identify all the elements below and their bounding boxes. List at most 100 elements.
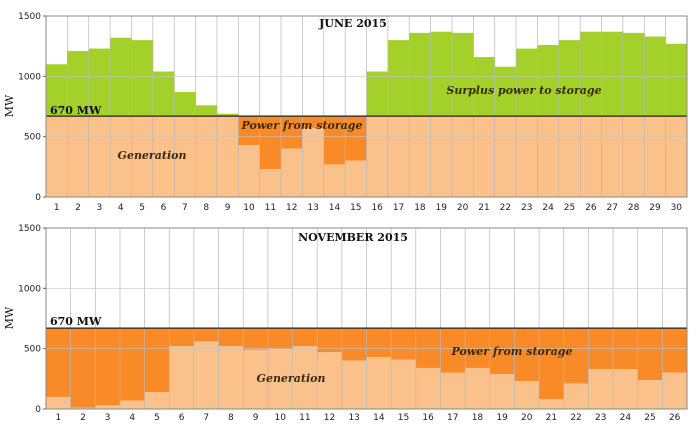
- november-storage-bar-26: [662, 328, 688, 373]
- june-x-tick-label: 23: [521, 203, 532, 213]
- june-surplus-bar-6: [152, 71, 175, 117]
- november-x-tick-label: 5: [154, 413, 160, 423]
- june-y-tick-label: 1500: [18, 12, 41, 22]
- june-generation-bar-29: [644, 116, 667, 197]
- june-generation-bar-25: [558, 116, 581, 197]
- june-x-tick-label: 3: [97, 203, 103, 213]
- november-storage-bar-16: [415, 328, 441, 368]
- november-x-tick-label: 8: [228, 413, 234, 423]
- june-generation-bar-16: [366, 116, 389, 197]
- june-generation-bar-15: [345, 160, 367, 197]
- june-baseline-label: 670 MW: [50, 104, 102, 117]
- june-surplus-bar-8: [195, 105, 218, 117]
- november-storage-bar-9: [243, 328, 269, 350]
- november-storage-bar-18: [465, 328, 491, 368]
- november-generation-bar-21: [539, 399, 565, 409]
- june-y-tick-label: 0: [35, 193, 41, 203]
- november-generation-bar-7: [193, 341, 220, 409]
- june-chart-panel: JUNE 2015 MW 670 MW Surplus power to sto…: [3, 12, 688, 213]
- june-surplus-bar-18: [409, 32, 432, 117]
- november-generation-bar-2: [70, 407, 96, 409]
- november-generation-bar-19: [489, 374, 515, 409]
- june-x-tick-label: 9: [225, 203, 231, 213]
- november-x-tick-label: 6: [179, 413, 185, 423]
- november-generation-bar-3: [95, 405, 121, 409]
- june-surplus-bar-23: [516, 48, 538, 117]
- november-storage-bar-15: [391, 328, 417, 360]
- june-generation-bar-19: [430, 116, 453, 197]
- november-y-axis-label: MW: [3, 306, 16, 329]
- november-x-tick-label: 19: [496, 413, 508, 423]
- june-surplus-bar-27: [601, 31, 624, 117]
- november-y-tick-label: 1000: [18, 284, 41, 294]
- june-generation-bar-17: [387, 116, 410, 197]
- november-x-tick-label: 3: [105, 413, 111, 423]
- june-generation-bar-3: [88, 116, 111, 197]
- november-generation-bar-12: [317, 352, 343, 409]
- june-x-tick-label: 4: [118, 203, 124, 213]
- june-x-tick-label: 5: [139, 203, 145, 213]
- june-y-ticks: 0 500 1000 1500: [18, 12, 46, 203]
- november-x-tick-label: 13: [348, 413, 359, 423]
- november-generation-bar-5: [144, 392, 170, 409]
- november-generation-bar-13: [341, 360, 367, 409]
- november-x-tick-label: 25: [644, 413, 655, 423]
- june-plot-frame: [45, 15, 688, 198]
- november-x-tick-label: 7: [203, 413, 209, 423]
- june-storage-annotation: Power from storage: [241, 119, 363, 132]
- june-surplus-bar-21: [473, 57, 496, 117]
- november-generation-bar-1: [46, 396, 72, 409]
- november-storage-annotation: Power from storage: [451, 345, 573, 358]
- june-storage-bar-14: [323, 116, 346, 165]
- june-x-tick-label: 7: [182, 203, 188, 213]
- november-storage-bar-8: [218, 328, 244, 347]
- june-x-tick-label: 17: [393, 203, 404, 213]
- november-storage-bar-20: [514, 328, 540, 382]
- june-x-tick-label: 24: [542, 203, 554, 213]
- june-generation-bar-5: [131, 116, 154, 197]
- november-storage-bar-14: [366, 328, 392, 358]
- june-x-tick-label: 11: [265, 203, 276, 213]
- june-x-tick-label: 20: [457, 203, 469, 213]
- november-plot-frame: [45, 227, 688, 410]
- june-surplus-bar-7: [174, 92, 197, 117]
- june-generation-bar-1: [46, 116, 68, 197]
- june-generation-bar-23: [516, 116, 538, 197]
- june-generation-bar-10: [238, 145, 261, 197]
- june-x-tick-label: 27: [606, 203, 617, 213]
- june-generation-bar-21: [473, 116, 496, 197]
- november-generation-bar-25: [637, 380, 663, 409]
- june-x-tick-label: 8: [203, 203, 209, 213]
- june-storage-bar-12: [281, 116, 303, 149]
- june-generation-bar-18: [409, 116, 432, 197]
- november-x-tick-label: 4: [129, 413, 135, 423]
- november-baseline-label: 670 MW: [50, 315, 102, 328]
- june-generation-bar-13: [302, 128, 325, 197]
- november-generation-bar-18: [465, 367, 491, 409]
- november-x-tick-label: 12: [324, 413, 335, 423]
- june-x-tick-label: 1: [54, 203, 60, 213]
- june-surplus-bar-17: [387, 40, 410, 117]
- june-generation-bar-8: [195, 116, 218, 197]
- june-x-tick-label: 2: [75, 203, 81, 213]
- june-y-tick-label: 500: [24, 133, 41, 143]
- november-generation-bar-4: [119, 400, 146, 409]
- november-generation-bar-6: [169, 346, 195, 409]
- november-generation-bar-22: [563, 383, 589, 409]
- november-generation-bar-17: [440, 372, 466, 409]
- june-surplus-bar-4: [110, 37, 132, 117]
- november-storage-bar-22: [563, 328, 589, 384]
- june-surplus-bar-25: [558, 40, 581, 117]
- june-x-tick-label: 10: [243, 203, 255, 213]
- november-x-tick-label: 18: [472, 413, 484, 423]
- june-x-ticks: 1 2 3 4 5 6 7 8 9 10 11 12 13 14 15 16 17 18 19 20 21 22 23 24 2…: [54, 203, 683, 213]
- november-x-tick-label: 1: [55, 413, 61, 423]
- november-storage-bar-6: [169, 328, 195, 347]
- june-x-tick-label: 19: [436, 203, 448, 213]
- november-generation-bar-9: [243, 349, 269, 409]
- june-x-tick-label: 14: [329, 203, 341, 213]
- november-y-tick-label: 500: [24, 345, 41, 355]
- november-y-ticks: 0 500 1000 1500: [18, 224, 46, 415]
- november-title: NOVEMBER 2015: [298, 231, 408, 244]
